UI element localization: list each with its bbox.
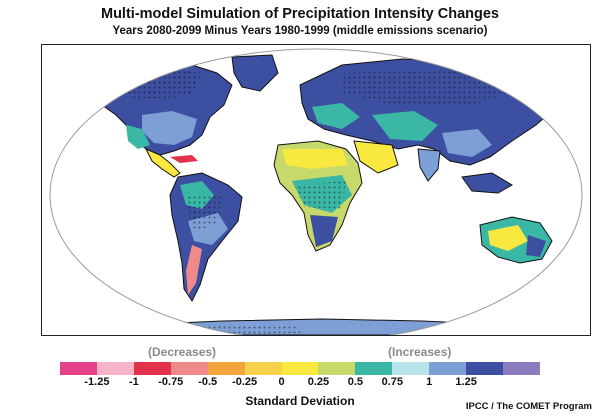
southeast-asia-islands [461, 172, 513, 194]
color-swatch [355, 362, 393, 375]
color-scale-tick: -0.75 [158, 376, 184, 388]
world-map [41, 44, 591, 336]
color-swatch [207, 362, 245, 375]
color-swatch [466, 362, 504, 375]
color-swatch [133, 362, 171, 375]
map-projection-outline [49, 48, 583, 335]
color-swatch [170, 362, 208, 375]
color-scale-tick: 0.5 [347, 376, 364, 388]
color-swatch [392, 362, 430, 375]
color-swatch [318, 362, 356, 375]
color-scale-tick: 0.75 [381, 376, 404, 388]
color-scale-tick: 1.25 [455, 376, 477, 388]
color-scale-tick: 1 [426, 376, 433, 388]
color-scale-ticks: -1.25 -1 -0.75 -0.5 -0.25 0 0.25 0.5 0.75 1 1.25 [60, 376, 540, 390]
color-swatch [96, 362, 134, 375]
increases-label: (Increases) [388, 345, 452, 359]
color-scale-tick: -0.25 [232, 376, 258, 388]
color-scale-tick: 0 [278, 376, 285, 388]
color-scale-tick: -1 [128, 376, 139, 388]
scale-axis-title: Standard Deviation [245, 394, 355, 408]
decreases-label: (Decreases) [148, 345, 217, 359]
color-swatch [244, 362, 282, 375]
middle-east-landmass [353, 140, 399, 174]
greenland-landmass [231, 54, 279, 92]
color-swatch [429, 362, 467, 375]
color-swatch [503, 362, 540, 375]
color-swatch [60, 362, 97, 375]
world-map-graphic [49, 48, 583, 335]
color-scale-bar [60, 362, 540, 375]
color-scale-tick: -1.25 [84, 376, 110, 388]
color-swatch [281, 362, 319, 375]
map-subtitle: Years 2080-2099 Minus Years 1980-1999 (m… [112, 25, 488, 37]
new-zealand-landmass [563, 256, 579, 278]
color-scale-tick: -0.5 [198, 376, 218, 388]
source-credit: IPCC / The COMET Program [465, 401, 592, 412]
india-landmass [417, 148, 441, 182]
map-title: Multi-model Simulation of Precipitation … [101, 6, 499, 22]
central-america-landmass [144, 148, 181, 178]
antarctica-landmass [101, 318, 543, 335]
color-scale-tick: 0.25 [307, 376, 330, 388]
